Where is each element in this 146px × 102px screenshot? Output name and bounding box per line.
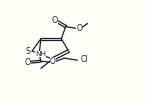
- Text: O: O: [25, 58, 31, 67]
- Text: O: O: [76, 24, 82, 33]
- Text: S: S: [26, 47, 31, 55]
- Text: O: O: [50, 57, 56, 66]
- Text: Cl: Cl: [80, 55, 88, 64]
- Text: NH: NH: [35, 51, 46, 57]
- Text: O: O: [52, 16, 58, 25]
